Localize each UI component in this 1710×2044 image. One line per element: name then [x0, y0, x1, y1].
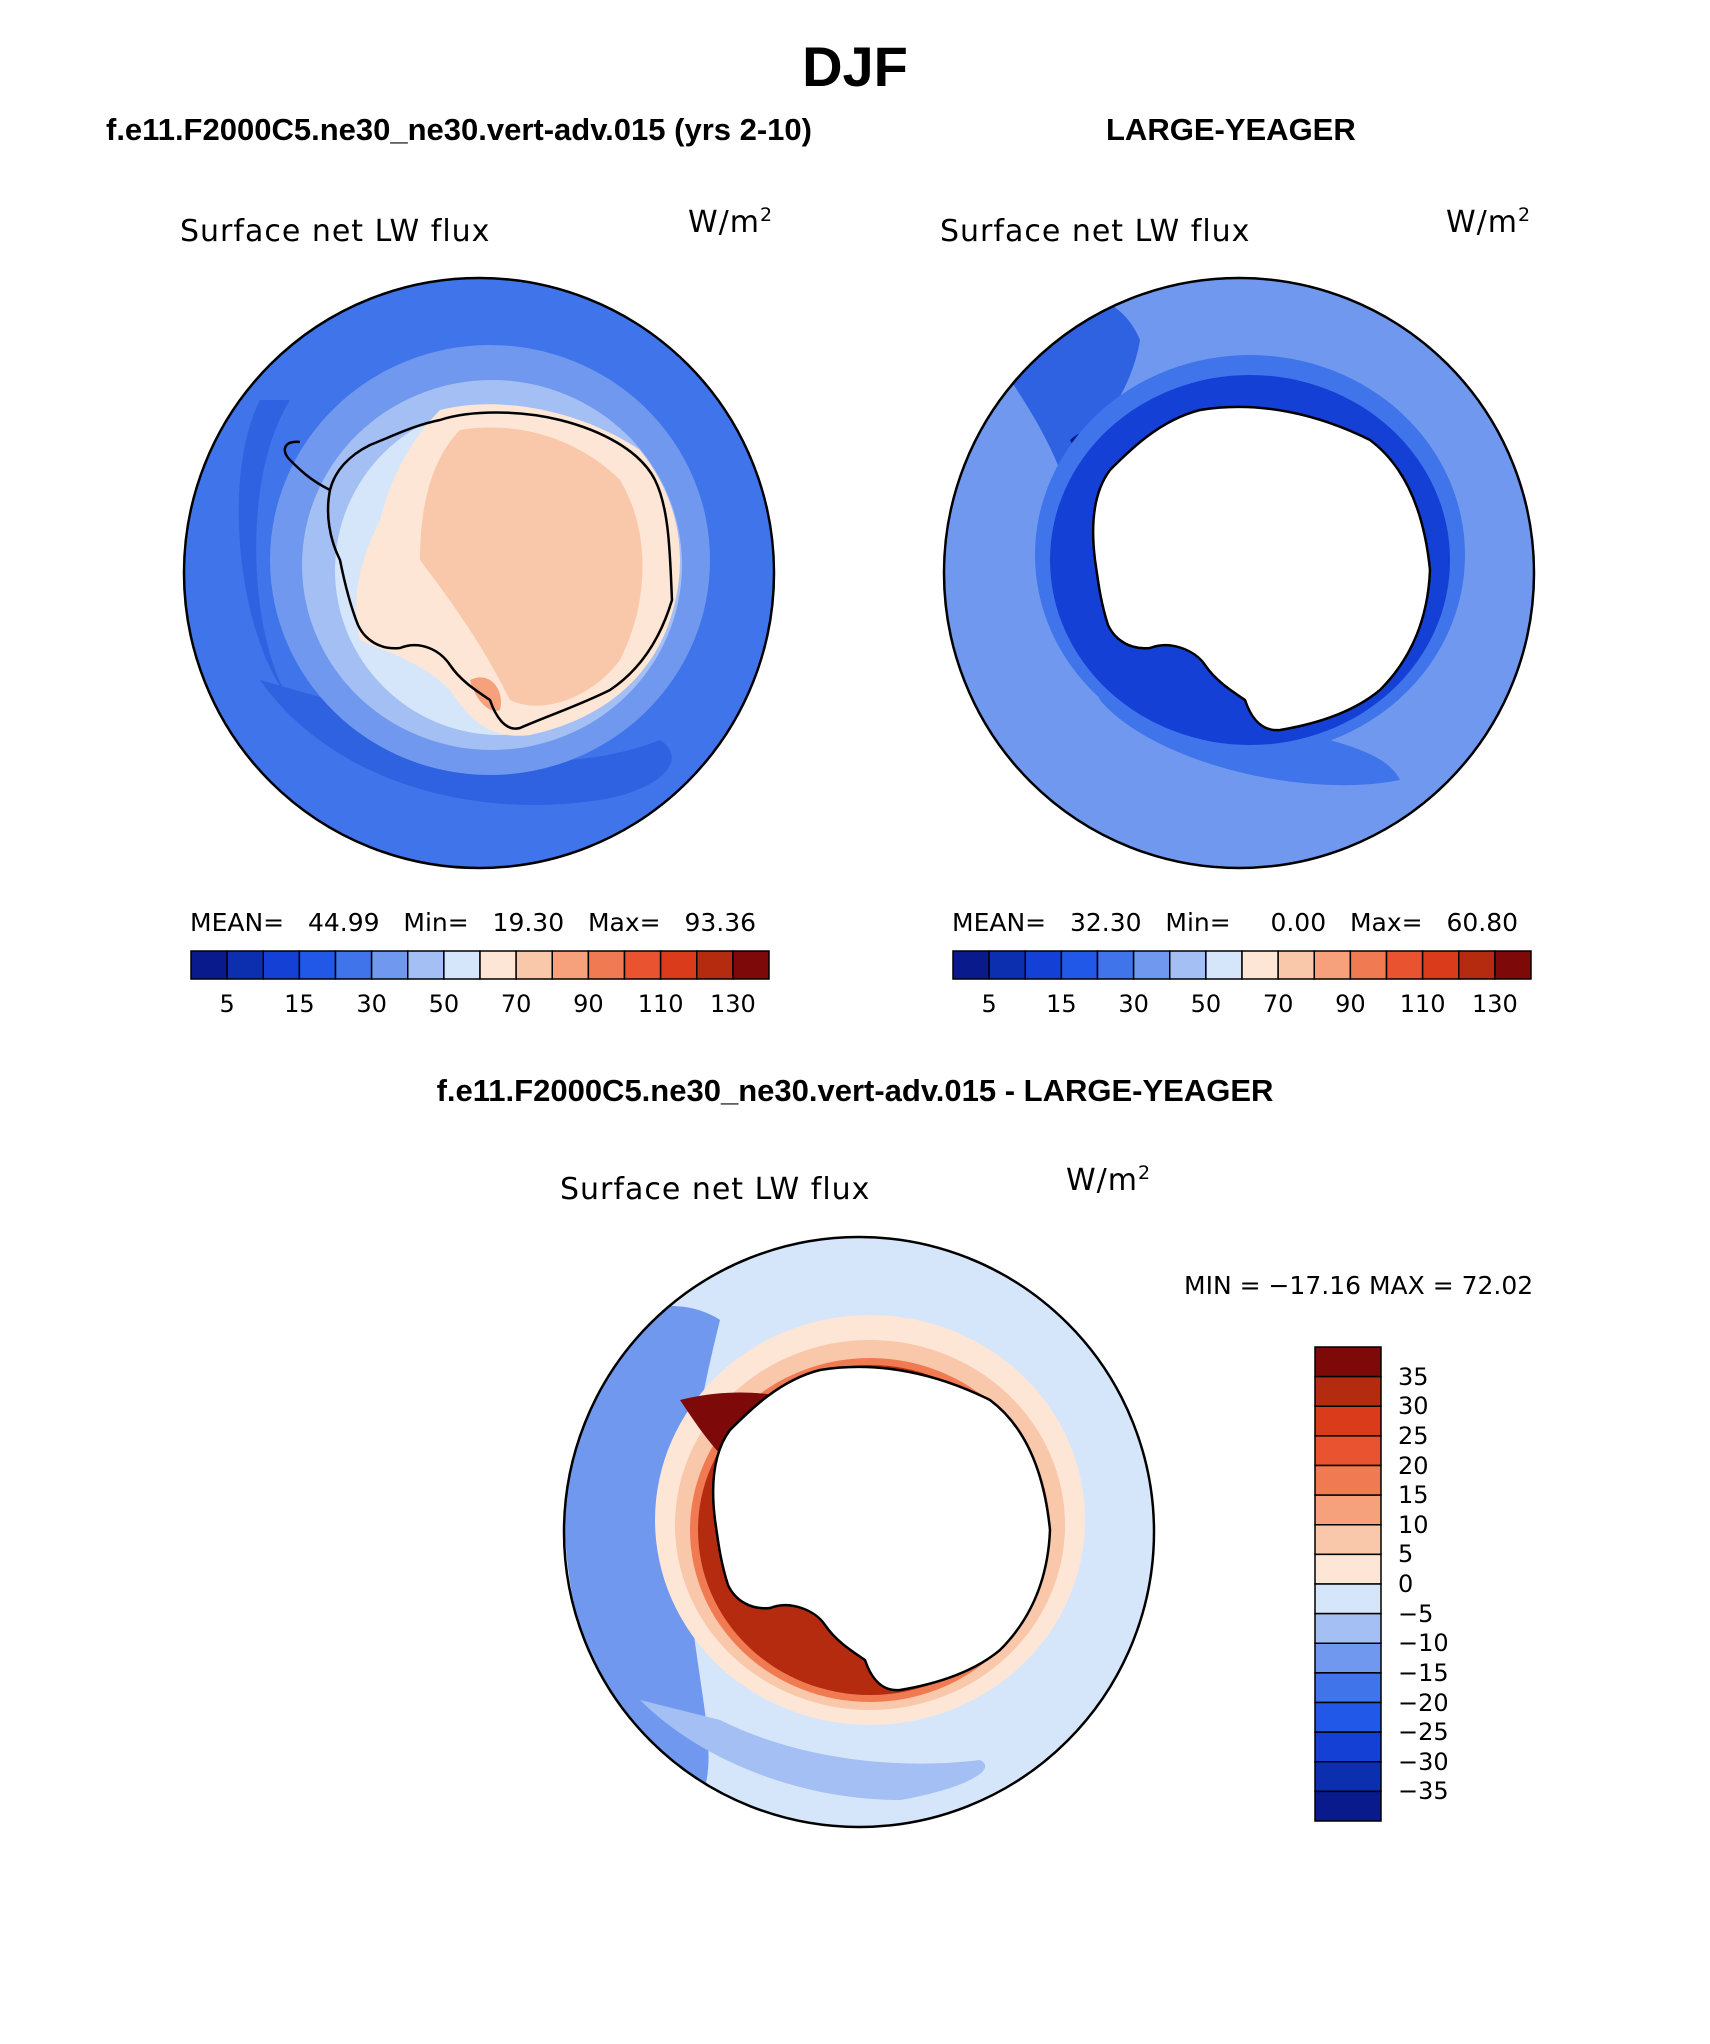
left-colorbar-cell — [262, 950, 301, 980]
difference-colorbar-cell — [1314, 1642, 1382, 1674]
left-colorbar-cell — [551, 950, 590, 980]
right-stats: MEAN= 32.30 Min= 0.00 Max= 60.80 — [952, 908, 1519, 937]
left-colorbar-cell — [190, 950, 228, 980]
left-colorbar-tick-label: 30 — [356, 990, 387, 1018]
right-colorbar-tick-label: 110 — [1399, 990, 1446, 1018]
left-colorbar-cell — [659, 950, 698, 980]
difference-colorbar-ticks: 35 30 25 20 15 10 5 0 −5 −10 −15 −20 −25 −30 −35 — [1398, 1346, 1468, 1822]
difference-ice-mask — [711, 1365, 1052, 1692]
right-colorbar-tick-label: 15 — [1046, 990, 1077, 1018]
difference-colorbar-cell — [1314, 1346, 1382, 1378]
right-colorbar-cell — [1458, 950, 1496, 980]
right-colorbar-tick-label: 70 — [1262, 990, 1294, 1018]
right-case-title: LARGE-YEAGER — [1106, 112, 1356, 147]
left-variable-label: Surface net LW flux — [180, 214, 491, 249]
right-colorbar-cell — [1205, 950, 1243, 980]
right-colorbar-cell — [1313, 950, 1352, 980]
difference-colorbar-tick-label: 10 — [1398, 1510, 1429, 1539]
difference-colorbar-tick-label: 5 — [1398, 1540, 1414, 1569]
right-units-label: W/m2 — [1446, 204, 1532, 240]
difference-range-text: MIN = −17.16 MAX = 72.02 — [1184, 1271, 1534, 1300]
right-colorbar-cell — [1277, 950, 1315, 980]
right-colorbar — [952, 950, 1532, 980]
difference-colorbar-cell — [1314, 1701, 1382, 1733]
right-colorbar-cell — [1349, 950, 1388, 980]
difference-colorbar-cell — [1314, 1790, 1382, 1822]
difference-units-label: W/m2 — [1066, 1162, 1152, 1198]
right-colorbar-tick-label: 90 — [1335, 990, 1366, 1018]
left-colorbar-tick-label: 15 — [284, 990, 315, 1018]
difference-colorbar-cell — [1314, 1405, 1382, 1437]
left-colorbar-cell — [587, 950, 626, 980]
difference-colorbar-cell — [1314, 1583, 1382, 1615]
difference-colorbar-tick-label: −5 — [1398, 1599, 1434, 1628]
right-colorbar-cell — [1132, 950, 1171, 980]
difference-colorbar-cell — [1314, 1731, 1382, 1763]
right-colorbar-tick-label: 50 — [1190, 990, 1222, 1018]
left-colorbar-tick-label: 130 — [709, 990, 756, 1018]
left-colorbar-cell — [370, 950, 409, 980]
right-colorbar-tick-label: 5 — [981, 990, 997, 1018]
left-colorbar-cell — [623, 950, 662, 980]
difference-variable-label: Surface net LW flux — [560, 1172, 871, 1207]
left-colorbar-cell — [732, 950, 770, 980]
left-colorbar-tick-label: 110 — [637, 990, 684, 1018]
difference-colorbar-tick-label: 20 — [1398, 1451, 1429, 1480]
difference-colorbar — [1314, 1346, 1382, 1822]
right-colorbar-tick-label: 30 — [1118, 990, 1149, 1018]
left-colorbar-cell — [407, 950, 445, 980]
difference-colorbar-cell — [1314, 1494, 1382, 1526]
difference-case-title: f.e11.F2000C5.ne30_ne30.vert-adv.015 - L… — [436, 1073, 1274, 1108]
left-colorbar-ticks: 5 15 30 50 70 90 110 130 — [190, 990, 770, 1020]
difference-colorbar-cell — [1314, 1761, 1382, 1793]
difference-colorbar-cell — [1314, 1672, 1382, 1704]
difference-colorbar-cell — [1314, 1553, 1382, 1585]
left-colorbar-cell — [298, 950, 337, 980]
left-colorbar-tick-label: 5 — [219, 990, 235, 1018]
difference-colorbar-cell — [1314, 1524, 1382, 1556]
left-colorbar-tick-label: 50 — [428, 990, 460, 1018]
right-colorbar-cell — [1060, 950, 1099, 980]
difference-colorbar-tick-label: −15 — [1398, 1658, 1449, 1687]
left-colorbar-cell — [479, 950, 517, 980]
right-colorbar-ticks: 5 15 30 50 70 90 110 130 — [952, 990, 1532, 1020]
right-colorbar-cell — [952, 950, 990, 980]
difference-colorbar-cell — [1314, 1435, 1382, 1467]
difference-colorbar-cell — [1314, 1612, 1382, 1644]
right-colorbar-cell — [988, 950, 1026, 980]
difference-colorbar-tick-label: −10 — [1398, 1629, 1449, 1658]
difference-colorbar-cell — [1314, 1375, 1382, 1407]
difference-colorbar-tick-label: 35 — [1398, 1362, 1429, 1391]
left-colorbar-tick-label: 90 — [573, 990, 604, 1018]
difference-colorbar-tick-label: 15 — [1398, 1481, 1429, 1510]
right-variable-label: Surface net LW flux — [940, 214, 1251, 249]
left-case-title: f.e11.F2000C5.ne30_ne30.vert-adv.015 (yr… — [106, 112, 812, 147]
right-colorbar-cell — [1421, 950, 1460, 980]
left-colorbar-cell — [334, 950, 373, 980]
left-coastline — [326, 411, 674, 730]
left-colorbar — [190, 950, 770, 980]
difference-colorbar-tick-label: −35 — [1398, 1777, 1449, 1806]
left-units-label: W/m2 — [688, 204, 774, 240]
difference-colorbar-tick-label: −25 — [1398, 1718, 1449, 1747]
difference-colorbar-tick-label: 30 — [1398, 1392, 1429, 1421]
right-colorbar-cell — [1494, 950, 1532, 980]
left-colorbar-tick-label: 70 — [500, 990, 532, 1018]
right-ice-mask — [1091, 405, 1432, 732]
left-colorbar-cell — [515, 950, 553, 980]
left-colorbar-cell — [226, 950, 264, 980]
difference-colorbar-cell — [1314, 1464, 1382, 1496]
page-title: DJF — [802, 35, 908, 98]
difference-colorbar-tick-label: 25 — [1398, 1421, 1429, 1450]
difference-colorbar-tick-label: −30 — [1398, 1747, 1449, 1776]
difference-colorbar-tick-label: 0 — [1398, 1570, 1414, 1598]
difference-colorbar-tick-label: −20 — [1398, 1688, 1449, 1717]
right-colorbar-cell — [1385, 950, 1424, 980]
left-stats: MEAN= 44.99 Min= 19.30 Max= 93.36 — [190, 908, 757, 937]
right-colorbar-tick-label: 130 — [1471, 990, 1518, 1018]
